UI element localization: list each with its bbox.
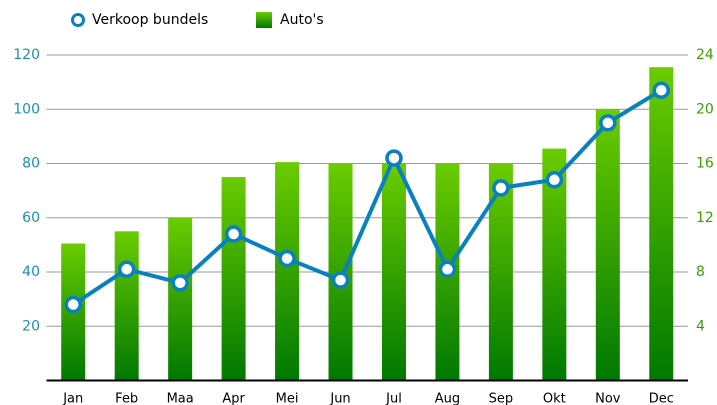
y-tick-label: 60 [22, 210, 40, 226]
x-tick-label: Mei [276, 392, 299, 405]
legend-marker [71, 13, 85, 27]
y2-tick-label: 12 [696, 210, 714, 226]
x-tick-label: Jun [329, 392, 350, 405]
x-tick-label: Sep [489, 392, 514, 405]
bar [595, 109, 620, 381]
x-tick-label: Jul [385, 392, 402, 405]
x-tick-label: Okt [543, 392, 566, 405]
point [64, 295, 82, 314]
bar [381, 163, 406, 381]
point [171, 274, 189, 292]
x-tick-label: Aug [435, 392, 460, 405]
y2-tick-label: 16 [696, 156, 714, 172]
x-tick-label: Maa [167, 392, 194, 405]
y-tick-label: 40 [22, 264, 40, 280]
x-tick-label: Nov [595, 392, 621, 405]
x-tick-label: Jan [62, 392, 83, 405]
point [117, 260, 136, 279]
bar [114, 231, 139, 381]
y-tick-label: 100 [13, 101, 40, 117]
line [72, 88, 663, 307]
point [492, 179, 510, 197]
point [278, 249, 296, 268]
point [385, 149, 403, 167]
y-tick-label: 120 [13, 47, 40, 63]
y-tick-label: 80 [22, 156, 40, 172]
point [545, 171, 564, 189]
y2-tick-label: 24 [696, 47, 714, 63]
point [652, 81, 671, 100]
bar [168, 217, 193, 381]
x-tick-label: Dec [649, 392, 674, 405]
legend-label: Auto's [280, 12, 324, 28]
bar [221, 177, 246, 381]
legend-label: Verkoop bundels [92, 12, 208, 28]
legend-marker [256, 12, 272, 28]
bar [649, 67, 674, 381]
y2-tick-label: 20 [696, 101, 714, 117]
point [599, 114, 617, 132]
x-tick-label: Feb [115, 392, 138, 405]
point [224, 225, 243, 243]
point [438, 260, 457, 279]
y-tick-label: 20 [22, 318, 40, 334]
x-tick-label: Apr [222, 392, 245, 405]
y2-tick-label: 8 [696, 264, 705, 280]
point [331, 271, 350, 289]
y2-tick-label: 4 [696, 318, 705, 334]
bar [275, 162, 300, 381]
